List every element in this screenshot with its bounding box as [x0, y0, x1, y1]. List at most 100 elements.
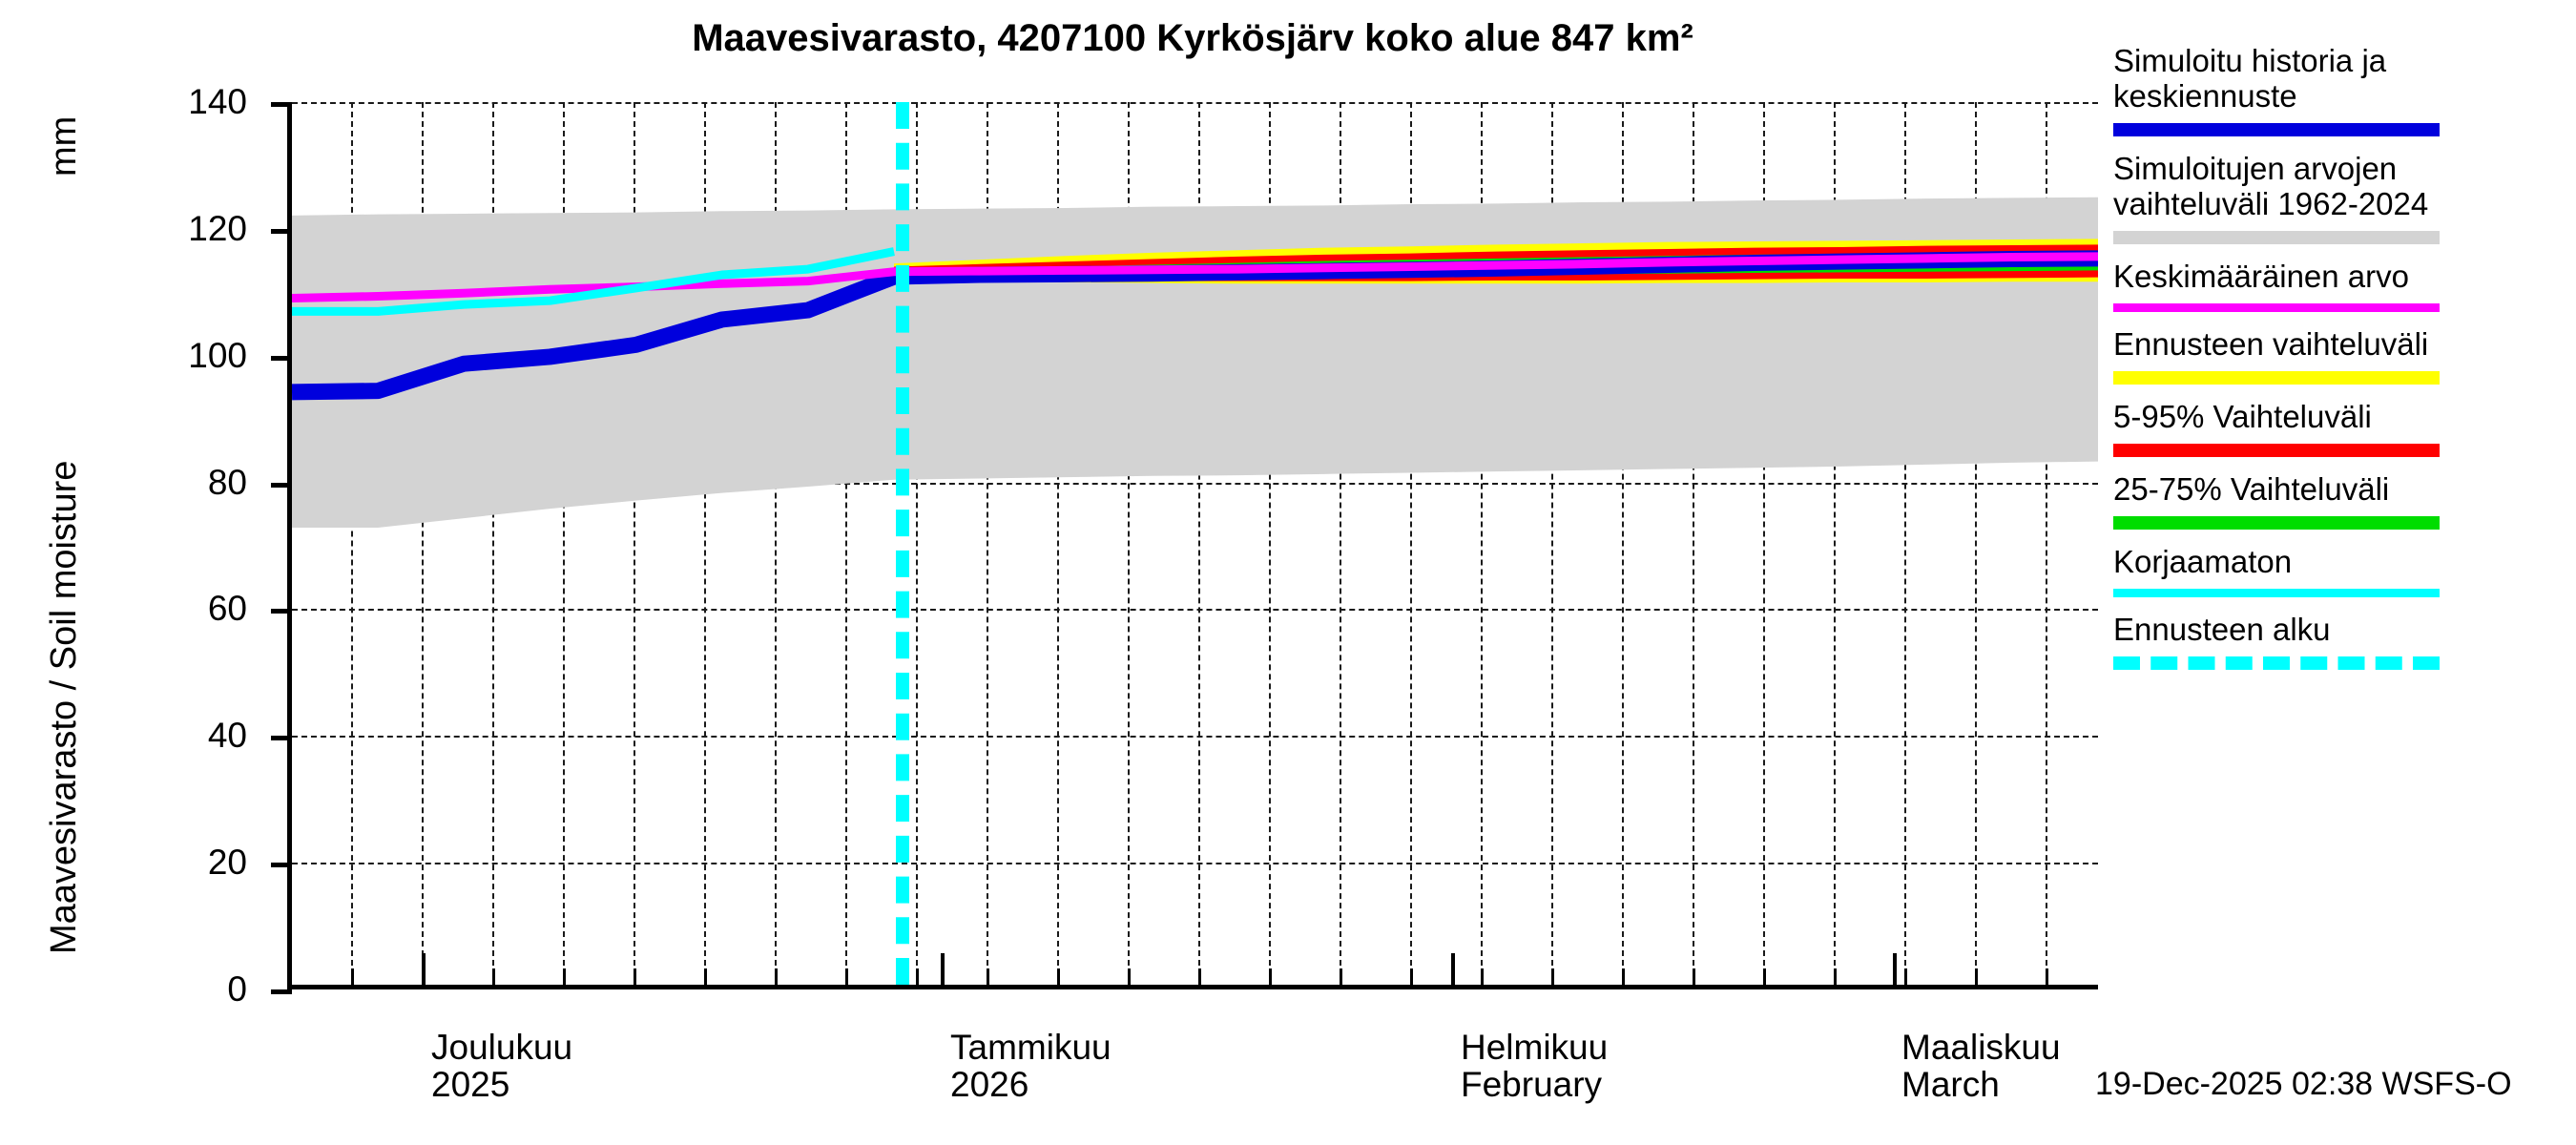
gridline-v-21 [1763, 102, 1765, 985]
x-tick-23 [1904, 968, 1907, 986]
x-tick-14 [1269, 968, 1272, 986]
x-tick-17 [1481, 968, 1484, 986]
gridline-h-80 [292, 482, 2098, 485]
y-tick-label-100: 100 [188, 336, 247, 375]
x-label-helmikuu-fi: Helmikuu [1461, 1028, 1609, 1067]
x-tick-helmikuu [1451, 953, 1455, 986]
y-tick-label-40: 40 [207, 716, 247, 755]
gridline-v-16 [1410, 102, 1412, 985]
legend-item-swatch [2113, 515, 2440, 530]
gridline-v-6 [704, 102, 706, 985]
x-label-maaliskuu-fi: Maaliskuu [1901, 1028, 2061, 1067]
legend-item-swatch [2113, 588, 2440, 597]
series-group [292, 252, 2098, 392]
legend-item-label: Korjaamaton [2113, 543, 2293, 579]
x-label-tammikuu-en: 2026 [950, 1065, 1029, 1105]
y-tick-label-140: 140 [188, 82, 247, 121]
gridline-h-20 [292, 863, 2098, 865]
gridline-v-12 [1128, 102, 1130, 985]
x-tick-25 [2046, 968, 2048, 986]
page-title: Maavesivarasto, 4207100 Kyrkösjärv koko … [692, 17, 1693, 59]
legend-item-label: Keskimääräinen arvo [2113, 258, 2409, 294]
legend-item-1[interactable]: Simuloitujen arvojen vaihteluväli 1962-2… [2113, 150, 2562, 244]
x-tick-tammikuu [941, 953, 945, 986]
legend-item-label: Ennusteen alku [2113, 611, 2331, 647]
gridline-v-14 [1269, 102, 1271, 985]
x-tick-3 [492, 968, 495, 986]
y-tick-label-80: 80 [207, 463, 247, 502]
x-label-joulukuu-fi: Joulukuu [431, 1028, 573, 1067]
x-label-helmikuu: Helmikuu February [1461, 1028, 1609, 1105]
gridline-v-23 [1904, 102, 1906, 985]
x-tick-6 [704, 968, 707, 986]
x-tick-12 [1128, 968, 1131, 986]
x-tick-19 [1622, 968, 1625, 986]
legend-item-swatch [2113, 656, 2440, 670]
gridline-v-7 [775, 102, 777, 985]
legend-item-label: 5-95% Vaihteluväli [2113, 398, 2372, 434]
legend-item-swatch [2113, 122, 2440, 136]
x-tick-5 [634, 968, 636, 986]
x-label-maaliskuu: Maaliskuu March [1901, 1028, 2061, 1105]
x-tick-4 [563, 968, 566, 986]
legend-item-6[interactable]: Korjaamaton [2113, 543, 2562, 597]
legend-item-label: Simuloitu historia ja keskiennuste [2113, 43, 2387, 114]
legend-item-swatch [2113, 230, 2440, 244]
y-tick-60 [271, 609, 292, 614]
forecast-start-line [895, 102, 909, 985]
legend-item-2[interactable]: Keskimääräinen arvo [2113, 258, 2562, 312]
y-axis-title: Maavesivarasto / Soil moisture [44, 460, 84, 954]
plot-area [271, 102, 2098, 994]
x-tick-maaliskuu [1893, 953, 1897, 986]
gridline-v-9 [916, 102, 918, 985]
x-tick-22 [1834, 968, 1837, 986]
gridline-v-20 [1693, 102, 1694, 985]
legend-item-3[interactable]: Ennusteen vaihteluväli [2113, 326, 2562, 385]
gridline-h-40 [292, 736, 2098, 739]
chart-series-1 [292, 257, 2098, 299]
gridline-h-140 [292, 102, 2098, 104]
x-label-joulukuu: Joulukuu 2025 [431, 1028, 573, 1105]
y-tick-120 [271, 228, 292, 234]
y-tick-label-20: 20 [207, 843, 247, 882]
legend-item-swatch [2113, 302, 2440, 312]
chart-data-layer [292, 197, 2098, 528]
gridline-v-17 [1481, 102, 1483, 985]
gridline-v-18 [1551, 102, 1553, 985]
legend-item-swatch [2113, 443, 2440, 457]
legend-item-0[interactable]: Simuloitu historia ja keskiennuste [2113, 43, 2562, 136]
x-tick-7 [775, 968, 778, 986]
x-label-joulukuu-en: 2025 [431, 1065, 510, 1105]
x-tick-joulukuu [422, 953, 426, 986]
gridline-v-13 [1198, 102, 1200, 985]
legend-item-4[interactable]: 5-95% Vaihteluväli [2113, 398, 2562, 457]
y-tick-40 [271, 736, 292, 741]
y-tick-100 [271, 355, 292, 361]
legend-item-label: Simuloitujen arvojen vaihteluväli 1962-2… [2113, 150, 2429, 221]
gridline-v-3 [492, 102, 494, 985]
legend-item-label: 25-75% Vaihteluväli [2113, 470, 2390, 507]
x-tick-9 [916, 968, 919, 986]
y-tick-20 [271, 863, 292, 868]
gridline-v-4 [563, 102, 565, 985]
x-tick-24 [1975, 968, 1978, 986]
x-tick-21 [1763, 968, 1766, 986]
x-tick-18 [1551, 968, 1554, 986]
gridline-h-60 [292, 609, 2098, 612]
x-tick-8 [845, 968, 848, 986]
gridline-v-22 [1834, 102, 1836, 985]
gridline-v-24 [1975, 102, 1977, 985]
legend-item-7[interactable]: Ennusteen alku [2113, 611, 2562, 670]
x-tick-1 [351, 968, 354, 986]
gridline-v-11 [1057, 102, 1059, 985]
legend-item-5[interactable]: 25-75% Vaihteluväli [2113, 470, 2562, 530]
chart-series-2 [292, 252, 894, 312]
x-label-maaliskuu-en: March [1901, 1065, 2000, 1105]
plot-inner [292, 102, 2098, 985]
y-tick-0 [271, 989, 292, 994]
y-tick-140 [271, 102, 292, 107]
gridline-v-2 [422, 102, 424, 985]
x-label-helmikuu-en: February [1461, 1065, 1603, 1105]
y-tick-label-120: 120 [188, 209, 247, 248]
x-tick-11 [1057, 968, 1060, 986]
